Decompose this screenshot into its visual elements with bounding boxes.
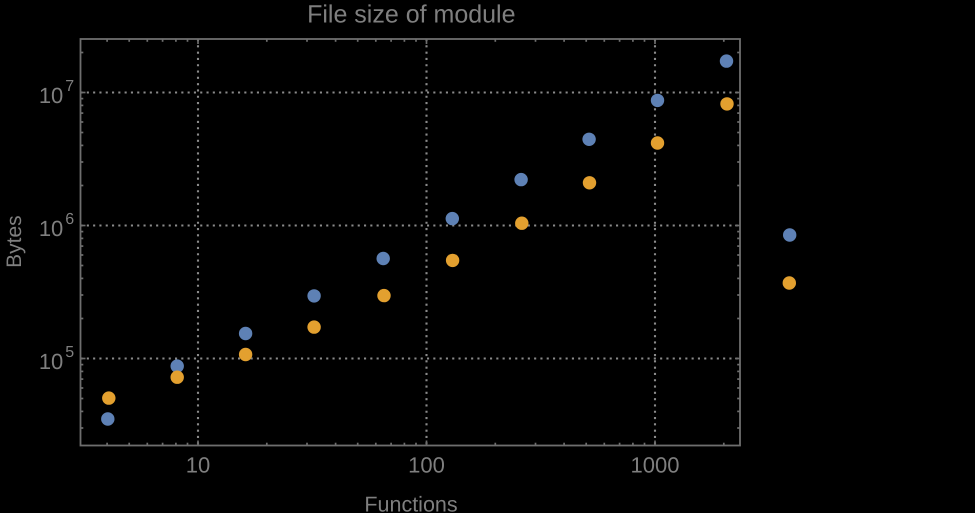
svg-text:Bytes: Bytes	[3, 215, 26, 268]
svg-text:100: 100	[408, 453, 445, 478]
svg-text:10: 10	[39, 216, 63, 241]
svg-text:6: 6	[65, 211, 74, 228]
svg-text:10: 10	[186, 453, 210, 478]
svg-text:5: 5	[65, 344, 74, 361]
svg-text:Functions: Functions	[364, 493, 457, 513]
svg-text:10: 10	[39, 349, 63, 374]
svg-text:1000: 1000	[631, 453, 680, 478]
svg-text:File size of module: File size of module	[307, 1, 515, 29]
svg-text:7: 7	[65, 78, 74, 95]
svg-text:10: 10	[39, 83, 63, 108]
